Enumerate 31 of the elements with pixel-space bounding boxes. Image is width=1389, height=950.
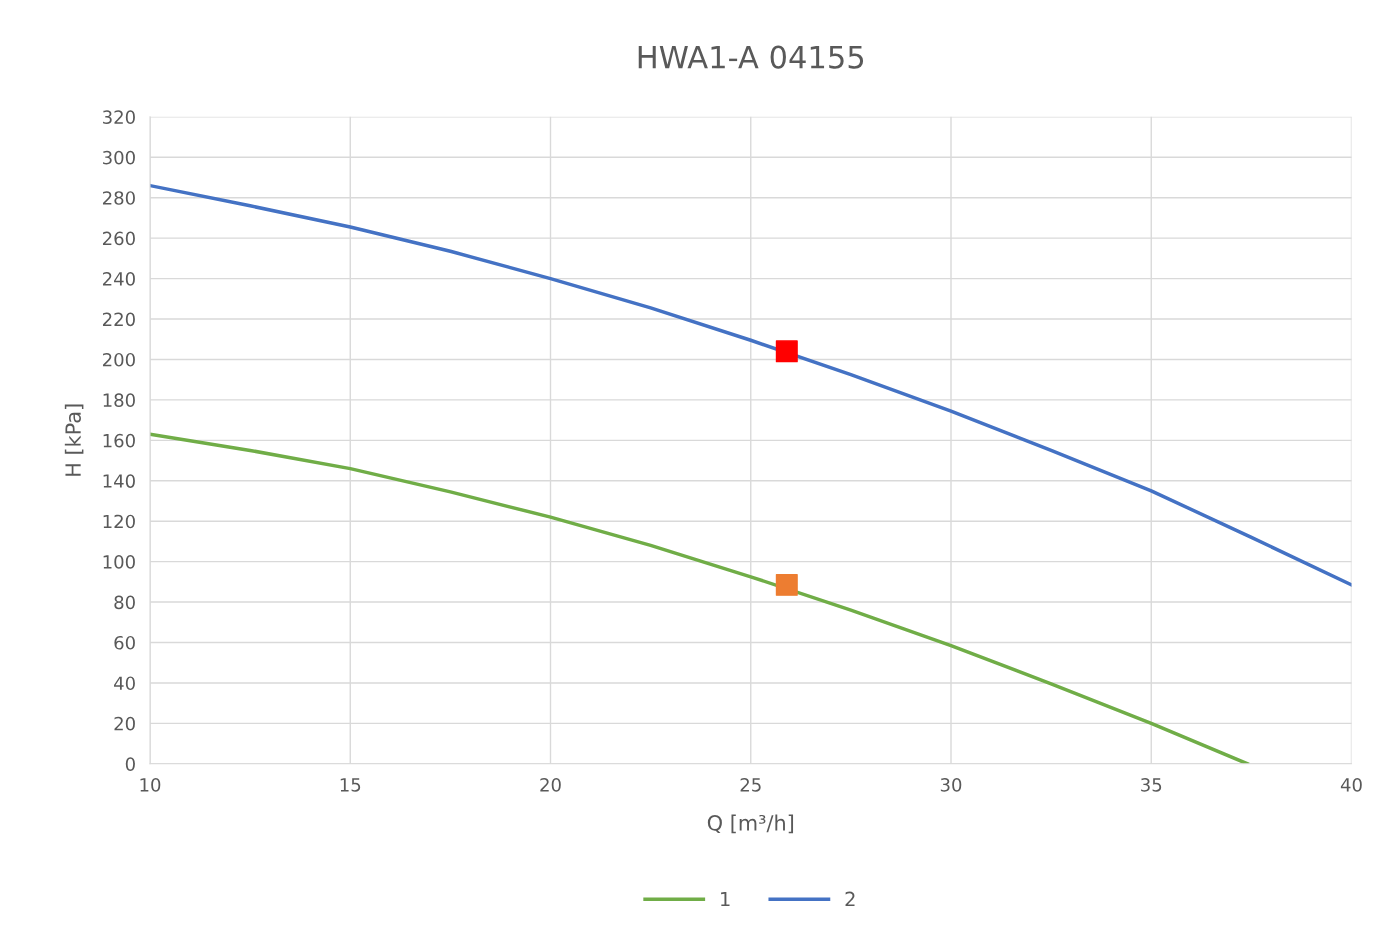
x-tick-label: 30 bbox=[940, 778, 962, 792]
y-tick-label: 60 bbox=[114, 635, 135, 650]
y-tick-label: 40 bbox=[114, 676, 135, 691]
legend-label: 2 bbox=[845, 891, 855, 907]
y-tick-label: 220 bbox=[102, 312, 135, 327]
x-tick-label: 25 bbox=[740, 778, 761, 792]
x-axis-title: Q [m³/h] bbox=[707, 814, 794, 834]
y-tick-label: 80 bbox=[114, 595, 135, 610]
x-tick-label: 40 bbox=[1340, 778, 1362, 792]
x-tick-label: 35 bbox=[1141, 778, 1162, 792]
y-tick-label: 180 bbox=[103, 393, 135, 408]
legend-label: 1 bbox=[721, 891, 730, 907]
line-series bbox=[150, 183, 1352, 587]
y-axis-title: H [kPa] bbox=[64, 404, 84, 476]
x-tick-label: 15 bbox=[340, 778, 361, 792]
y-tick-label: 160 bbox=[103, 433, 135, 448]
y-tick-label: 280 bbox=[102, 191, 135, 205]
line-series bbox=[150, 432, 1250, 764]
y-tick-label: 200 bbox=[102, 352, 135, 367]
y-tick-label: 300 bbox=[103, 150, 135, 165]
y-tick-label: 260 bbox=[102, 231, 135, 246]
chart-title: HWA1-A 04155 bbox=[638, 45, 864, 69]
y-tick-label: 120 bbox=[103, 514, 135, 529]
y-tick-label: 240 bbox=[102, 272, 135, 286]
y-tick-label: 140 bbox=[103, 474, 135, 488]
y-tick-label: 0 bbox=[125, 757, 135, 771]
y-tick-label: 20 bbox=[114, 716, 135, 731]
x-tick-label: 10 bbox=[140, 778, 161, 792]
x-tick-label: 20 bbox=[540, 778, 561, 792]
y-tick-label: 100 bbox=[103, 555, 135, 569]
y-tick-label: 320 bbox=[103, 110, 135, 124]
